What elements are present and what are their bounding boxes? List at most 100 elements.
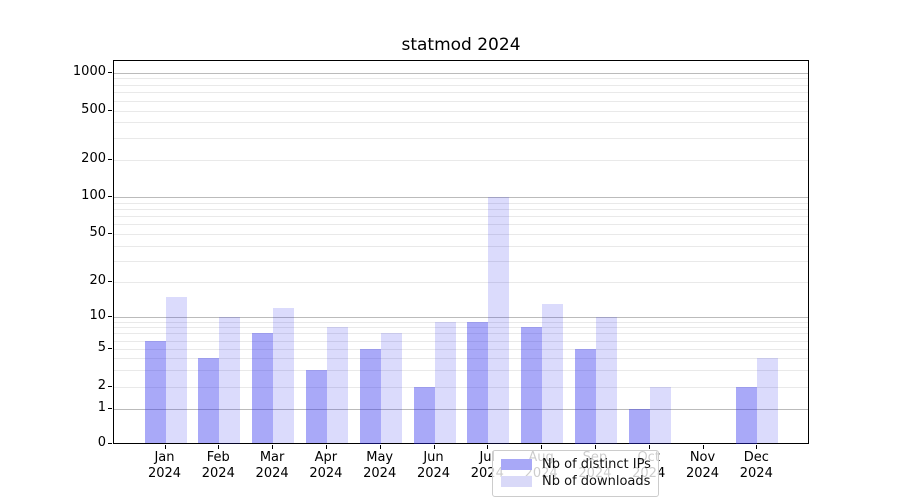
bar-downloads-jun — [434, 321, 456, 444]
y-tick-label: 0 — [97, 434, 106, 450]
x-tick-mark — [433, 444, 435, 449]
y-tick-label: 50 — [89, 225, 106, 240]
y-tick-label: 1 — [97, 400, 106, 415]
gridline-major — [114, 409, 808, 410]
bar-ips-sep — [574, 349, 596, 444]
legend-swatch-downloads — [501, 476, 532, 487]
bar-ips-apr — [305, 369, 327, 444]
y-tick-label: 5 — [97, 340, 106, 355]
gridline-minor — [114, 234, 808, 235]
y-tick-mark — [108, 442, 112, 444]
y-tick-mark — [108, 316, 112, 317]
legend-label-distinct-ips: Nb of distinct IPs — [542, 457, 651, 472]
plot-area: Nb of distinct IPs Nb of downloads — [113, 60, 809, 497]
legend-label-downloads: Nb of downloads — [542, 474, 651, 489]
gridline-major — [114, 197, 808, 198]
bar-downloads-may — [380, 333, 402, 444]
bar-ips-jan — [144, 340, 166, 444]
gridline-minor — [114, 358, 808, 360]
x-tick-label: Jan 2024 — [147, 450, 182, 481]
x-tick-label: Jun 2024 — [416, 450, 451, 481]
gridline-minor — [114, 84, 808, 86]
plot-inner — [114, 61, 808, 444]
gridline-minor — [114, 282, 808, 283]
gridline-minor — [114, 202, 808, 204]
x-tick-mark — [541, 444, 543, 449]
bar-ips-may — [359, 349, 381, 444]
bar-ips-mar — [252, 333, 274, 444]
x-tick-mark — [594, 444, 596, 449]
bar-ips-aug — [521, 327, 543, 444]
x-tick-label: Apr 2024 — [309, 450, 343, 481]
gridline-minor — [114, 110, 808, 112]
y-tick-label: 10 — [89, 308, 106, 323]
gridline-minor — [114, 260, 808, 262]
bar-ips-feb — [198, 358, 220, 444]
legend-item-distinct-ips: Nb of distinct IPs — [493, 456, 658, 473]
bar-ips-dec — [736, 386, 758, 444]
y-tick-mark — [108, 196, 112, 197]
gridline-minor — [114, 208, 808, 210]
y-tick-mark — [108, 109, 112, 111]
gridline-minor — [114, 159, 808, 161]
y-tick-mark — [108, 348, 112, 349]
x-tick-mark — [756, 444, 758, 449]
x-tick-mark — [218, 444, 220, 449]
x-tick-mark — [325, 444, 327, 449]
gridline-minor — [114, 122, 808, 124]
x-tick-label: Dec 2024 — [739, 450, 773, 481]
bar-downloads-dec — [757, 358, 779, 444]
gridline-minor — [114, 216, 808, 218]
y-tick-mark — [108, 233, 112, 234]
gridline-minor — [114, 137, 808, 139]
x-tick-mark — [272, 444, 274, 449]
y-tick-label: 200 — [81, 150, 106, 166]
gridline-minor — [114, 333, 808, 335]
legend: Nb of distinct IPs Nb of downloads — [492, 450, 659, 497]
x-tick-label: Nov 2024 — [685, 450, 720, 481]
gridline-minor — [114, 321, 808, 323]
y-tick-mark — [108, 281, 112, 282]
gridline-minor — [114, 340, 808, 342]
bar-downloads-feb — [219, 317, 241, 444]
legend-item-downloads: Nb of downloads — [493, 473, 658, 490]
x-tick-mark — [648, 444, 650, 449]
x-tick-mark — [487, 444, 489, 449]
legend-swatch-distinct-ips — [501, 459, 532, 470]
gridline-minor — [114, 245, 808, 247]
gridline-major — [114, 72, 808, 74]
x-tick-label: May 2024 — [363, 450, 397, 481]
bar-downloads-aug — [542, 303, 564, 444]
gridline-minor — [114, 100, 808, 102]
y-tick-mark — [108, 158, 112, 160]
x-tick-label: Mar 2024 — [255, 450, 289, 481]
y-tick-label: 100 — [81, 188, 106, 203]
bar-downloads-mar — [273, 307, 295, 444]
y-tick-label: 20 — [89, 273, 106, 288]
x-tick-mark — [702, 444, 704, 449]
x-tick-mark — [379, 444, 381, 449]
gridline-minor — [114, 92, 808, 94]
gridline-minor — [114, 369, 808, 371]
y-tick-label: 500 — [81, 101, 106, 117]
y-tick-mark — [108, 385, 112, 387]
bar-ips-jul — [467, 321, 489, 444]
bar-ips-jun — [413, 386, 435, 444]
gridline-minor — [114, 327, 808, 329]
gridline-major — [114, 317, 808, 318]
y-tick-label: 1000 — [72, 63, 106, 79]
bar-downloads-sep — [595, 317, 617, 444]
x-tick-label: Feb 2024 — [201, 450, 235, 481]
bar-downloads-oct — [649, 386, 671, 444]
bar-downloads-apr — [326, 327, 348, 444]
y-tick-label: 2 — [97, 377, 106, 393]
y-tick-mark — [108, 71, 112, 73]
y-tick-mark — [108, 408, 112, 409]
bar-downloads-jan — [165, 296, 187, 444]
bar-downloads-jul — [488, 197, 510, 444]
gridline-minor — [114, 78, 808, 80]
chart-title: statmod 2024 — [401, 35, 521, 55]
bar-ips-oct — [628, 409, 650, 444]
x-tick-mark — [164, 444, 166, 449]
